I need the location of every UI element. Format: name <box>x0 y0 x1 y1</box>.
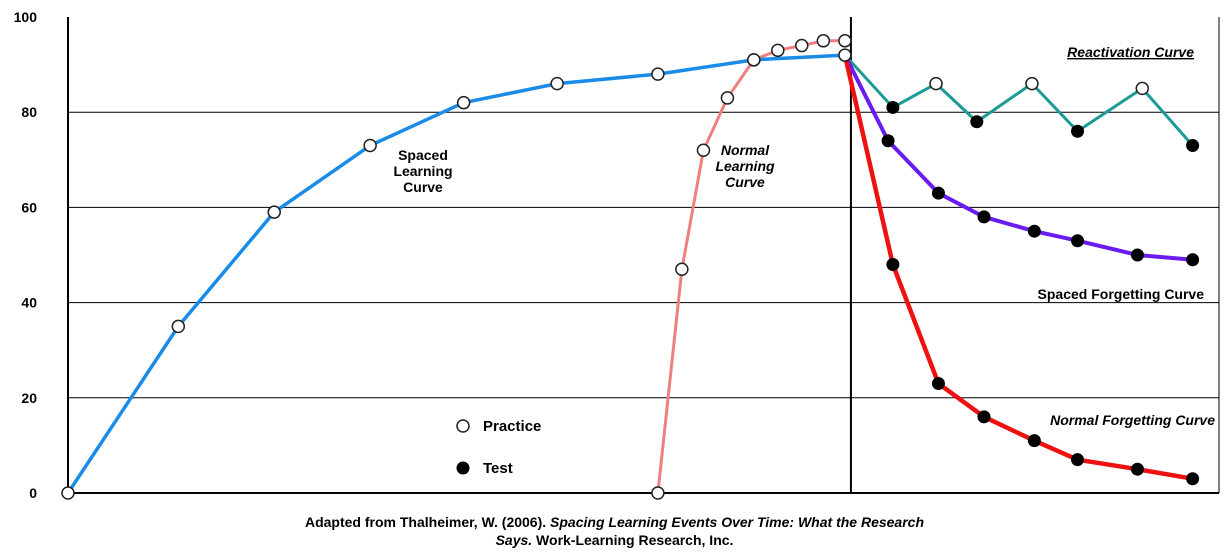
test-marker <box>1071 234 1085 248</box>
practice-marker <box>267 205 281 219</box>
caption-title-part-1: Spacing Learning Events Over Time: What … <box>550 514 925 530</box>
y-tick-label: 0 <box>29 485 37 501</box>
test-marker <box>1071 453 1085 467</box>
legend: Practice Test <box>456 418 541 477</box>
y-tick-label: 80 <box>21 104 37 120</box>
test-marker <box>1071 124 1085 138</box>
normal-forgetting-curve-label: Normal Forgetting Curve <box>1050 412 1215 428</box>
practice-marker <box>696 143 711 158</box>
practice-marker <box>651 67 665 81</box>
practice-marker <box>456 95 471 110</box>
test-marker <box>931 377 945 391</box>
y-tick-label: 60 <box>21 199 37 215</box>
test-marker <box>881 134 895 148</box>
test-marker <box>977 410 991 424</box>
test-marker <box>931 186 945 200</box>
test-marker <box>1130 462 1144 476</box>
practice-marker <box>771 43 785 58</box>
test-marker <box>977 210 991 224</box>
practice-marker <box>720 91 735 105</box>
practice-marker <box>816 34 831 48</box>
practice-marker <box>456 419 470 433</box>
test-marker <box>1130 248 1144 262</box>
reactivation-curve-label: Reactivation Curve <box>1067 44 1194 60</box>
normal-forgetting-line <box>842 52 1195 481</box>
caption-line-1: Adapted from Thalheimer, W. (2006). Spac… <box>0 513 1229 531</box>
test-marker <box>1186 139 1200 153</box>
y-tick-label: 100 <box>14 9 38 25</box>
test-marker <box>1186 253 1200 267</box>
gridlines <box>68 111 1219 399</box>
test-marker <box>1186 472 1200 486</box>
practice-marker <box>61 486 75 500</box>
caption-line-2: Says. Work-Learning Research, Inc. <box>0 531 1229 549</box>
test-marker <box>1027 434 1041 448</box>
y-tick-label: 20 <box>21 390 37 406</box>
y-tick-label: 40 <box>21 295 37 311</box>
practice-marker <box>838 48 852 62</box>
series-markers <box>61 34 1200 500</box>
practice-marker <box>795 38 809 53</box>
legend-label: Practice <box>483 418 541 435</box>
practice-marker <box>363 138 377 153</box>
test-marker <box>970 115 984 129</box>
practice-marker <box>675 262 689 277</box>
normal-learning-curve-label: Learning <box>715 158 775 174</box>
normal-learning-curve-label: Curve <box>725 174 765 190</box>
practice-marker <box>838 34 852 48</box>
legend-label: Test <box>483 460 513 477</box>
spaced-learning-curve-label: Spaced <box>398 147 448 163</box>
practice-marker <box>651 486 665 500</box>
curve-labels: SpacedLearningCurveNormalLearningCurveRe… <box>393 44 1215 428</box>
test-marker <box>1027 224 1041 238</box>
normal-learning-curve-label: Normal <box>721 142 770 158</box>
spaced-learning-curve-label: Curve <box>403 179 443 195</box>
practice-marker <box>1025 76 1039 91</box>
spaced-forgetting-line <box>842 53 1195 262</box>
caption-citation: Adapted from Thalheimer, W. (2006). <box>304 514 551 530</box>
caption-title-part-2: Says. <box>495 532 533 548</box>
practice-marker <box>1135 81 1150 96</box>
spaced-forgetting-curve-label: Spaced Forgetting Curve <box>1038 286 1205 302</box>
caption-publisher: Work-Learning Research, Inc. <box>532 532 734 548</box>
series-lines <box>66 39 1195 495</box>
y-tick-labels: 0 20 40 60 80 100 <box>14 9 38 501</box>
test-marker <box>886 100 900 114</box>
source-caption: Adapted from Thalheimer, W. (2006). Spac… <box>0 513 1229 549</box>
practice-marker <box>550 76 564 91</box>
practice-marker <box>747 53 761 67</box>
test-marker <box>886 258 900 272</box>
reactivation-line <box>843 53 1195 148</box>
practice-marker <box>171 319 186 334</box>
spaced-learning-curve-label: Learning <box>393 163 452 179</box>
axes <box>67 17 1220 494</box>
test-marker <box>456 461 470 475</box>
practice-marker <box>929 76 943 91</box>
